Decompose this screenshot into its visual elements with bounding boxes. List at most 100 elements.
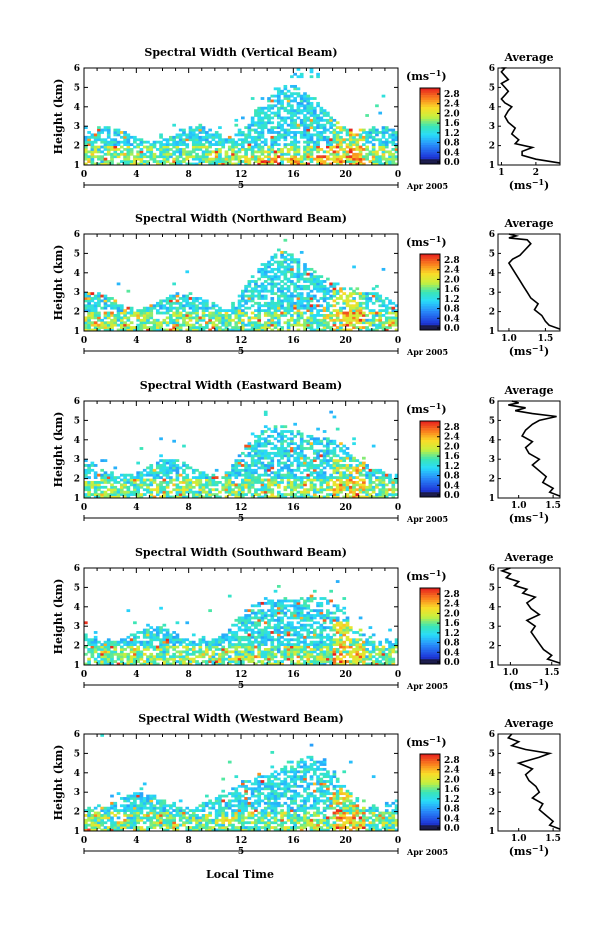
heatmap-cell xyxy=(142,155,147,159)
heatmap-cell xyxy=(165,485,170,489)
heatmap-cell xyxy=(280,89,284,93)
heatmap-cell xyxy=(237,657,242,661)
heatmap-cell xyxy=(381,267,386,271)
heatmap-cell xyxy=(348,294,353,298)
heatmap-cell xyxy=(87,490,91,494)
heatmap-cell xyxy=(257,456,262,460)
heatmap-cell xyxy=(316,309,320,312)
heatmap-cell xyxy=(342,631,347,634)
heatmap-cell xyxy=(273,645,278,649)
heatmap-cell xyxy=(155,485,160,489)
heatmap-cell xyxy=(263,294,268,298)
heatmap-cell xyxy=(290,118,294,122)
heatmap-cell xyxy=(312,437,317,441)
heatmap-cell xyxy=(381,478,386,482)
heatmap-cell xyxy=(159,299,163,303)
heatmap-cell xyxy=(116,131,121,134)
heatmap-cell xyxy=(254,626,258,630)
heatmap-cell xyxy=(97,648,101,651)
heatmap-cell xyxy=(306,111,311,115)
heatmap-cell xyxy=(303,263,307,266)
heatmap-cell xyxy=(371,150,376,154)
heatmap-cell xyxy=(116,128,121,132)
heatmap-cell xyxy=(293,155,297,159)
heatmap-cell xyxy=(237,655,242,659)
heatmap-cell xyxy=(90,652,95,656)
heatmap-cell xyxy=(263,442,268,446)
heatmap-cell xyxy=(316,640,320,644)
heatmap-cell xyxy=(286,464,291,467)
heatmap-cell xyxy=(293,284,297,288)
heatmap-cell xyxy=(309,275,314,279)
heatmap-cell xyxy=(388,160,392,163)
heatmap-cell xyxy=(257,640,262,644)
heatmap-cell xyxy=(335,145,340,149)
heatmap-cell xyxy=(276,434,281,438)
heatmap-cell xyxy=(146,145,150,149)
heatmap-cell xyxy=(119,321,124,325)
heatmap-cell xyxy=(254,461,258,465)
heatmap-cell xyxy=(276,297,281,300)
heatmap-cell xyxy=(306,660,311,663)
heatmap-cell xyxy=(250,145,255,149)
heatmap-cell xyxy=(352,488,356,492)
heatmap-cell xyxy=(218,318,222,322)
heatmap-cell xyxy=(136,326,140,329)
heatmap-cell xyxy=(322,454,327,458)
heatmap-cell xyxy=(358,485,363,489)
heatmap-cell xyxy=(257,466,262,470)
heatmap-cell xyxy=(332,284,337,288)
heatmap-cell xyxy=(250,155,255,159)
heatmap-cell xyxy=(97,133,101,137)
heatmap-cell xyxy=(93,635,98,639)
heatmap-cell xyxy=(290,439,294,443)
heatmap-cell xyxy=(329,650,333,654)
heatmap-cell xyxy=(195,306,199,310)
heatmap-cell xyxy=(90,640,95,644)
heatmap-cell xyxy=(335,292,340,296)
heatmap-cell xyxy=(208,493,212,496)
heatmap-cell xyxy=(355,655,360,659)
heatmap-cell xyxy=(260,294,265,298)
heatmap-cell xyxy=(394,145,399,149)
heatmap-cell xyxy=(309,138,314,142)
heatmap-cell xyxy=(182,464,186,467)
heatmap-cell xyxy=(316,277,320,281)
heatmap-cell xyxy=(241,473,245,477)
heatmap-cell xyxy=(286,143,291,146)
heatmap-cell xyxy=(263,284,268,288)
heatmap-cell xyxy=(100,660,105,663)
heatmap-cell xyxy=(221,488,226,492)
heatmap-cell xyxy=(283,135,288,139)
heatmap-cell xyxy=(329,626,333,630)
heatmap-cell xyxy=(165,476,170,479)
heatmap-cell xyxy=(342,495,347,499)
heatmap-cell xyxy=(303,311,307,315)
heatmap-cell xyxy=(139,148,144,151)
heatmap-cell xyxy=(316,121,320,125)
colorbar-segment xyxy=(420,140,440,143)
profile-y-tick-label: 3 xyxy=(489,122,495,132)
heatmap-cell xyxy=(267,495,271,499)
heatmap-cell xyxy=(90,464,95,467)
heatmap-cell xyxy=(263,410,268,414)
heatmap-cell xyxy=(221,635,226,639)
heatmap-cell xyxy=(299,135,304,139)
heatmap-cell xyxy=(178,655,183,659)
heatmap-cell xyxy=(205,145,209,149)
heatmap-cell xyxy=(178,314,183,317)
heatmap-cell xyxy=(296,162,301,166)
heatmap-cell xyxy=(208,314,212,317)
heatmap-cell xyxy=(159,306,163,310)
heatmap-cell xyxy=(322,650,327,654)
colorbar-segment xyxy=(420,254,440,257)
heatmap-cell xyxy=(312,628,317,632)
heatmap-cell xyxy=(142,314,147,317)
heatmap-cell xyxy=(172,660,176,663)
heatmap-cell xyxy=(169,459,173,463)
x-tick-label: 16 xyxy=(287,170,300,180)
heatmap-cell xyxy=(326,645,330,649)
heatmap-cell xyxy=(221,650,226,654)
heatmap-cell xyxy=(165,657,170,661)
heatmap-cell xyxy=(342,148,347,151)
